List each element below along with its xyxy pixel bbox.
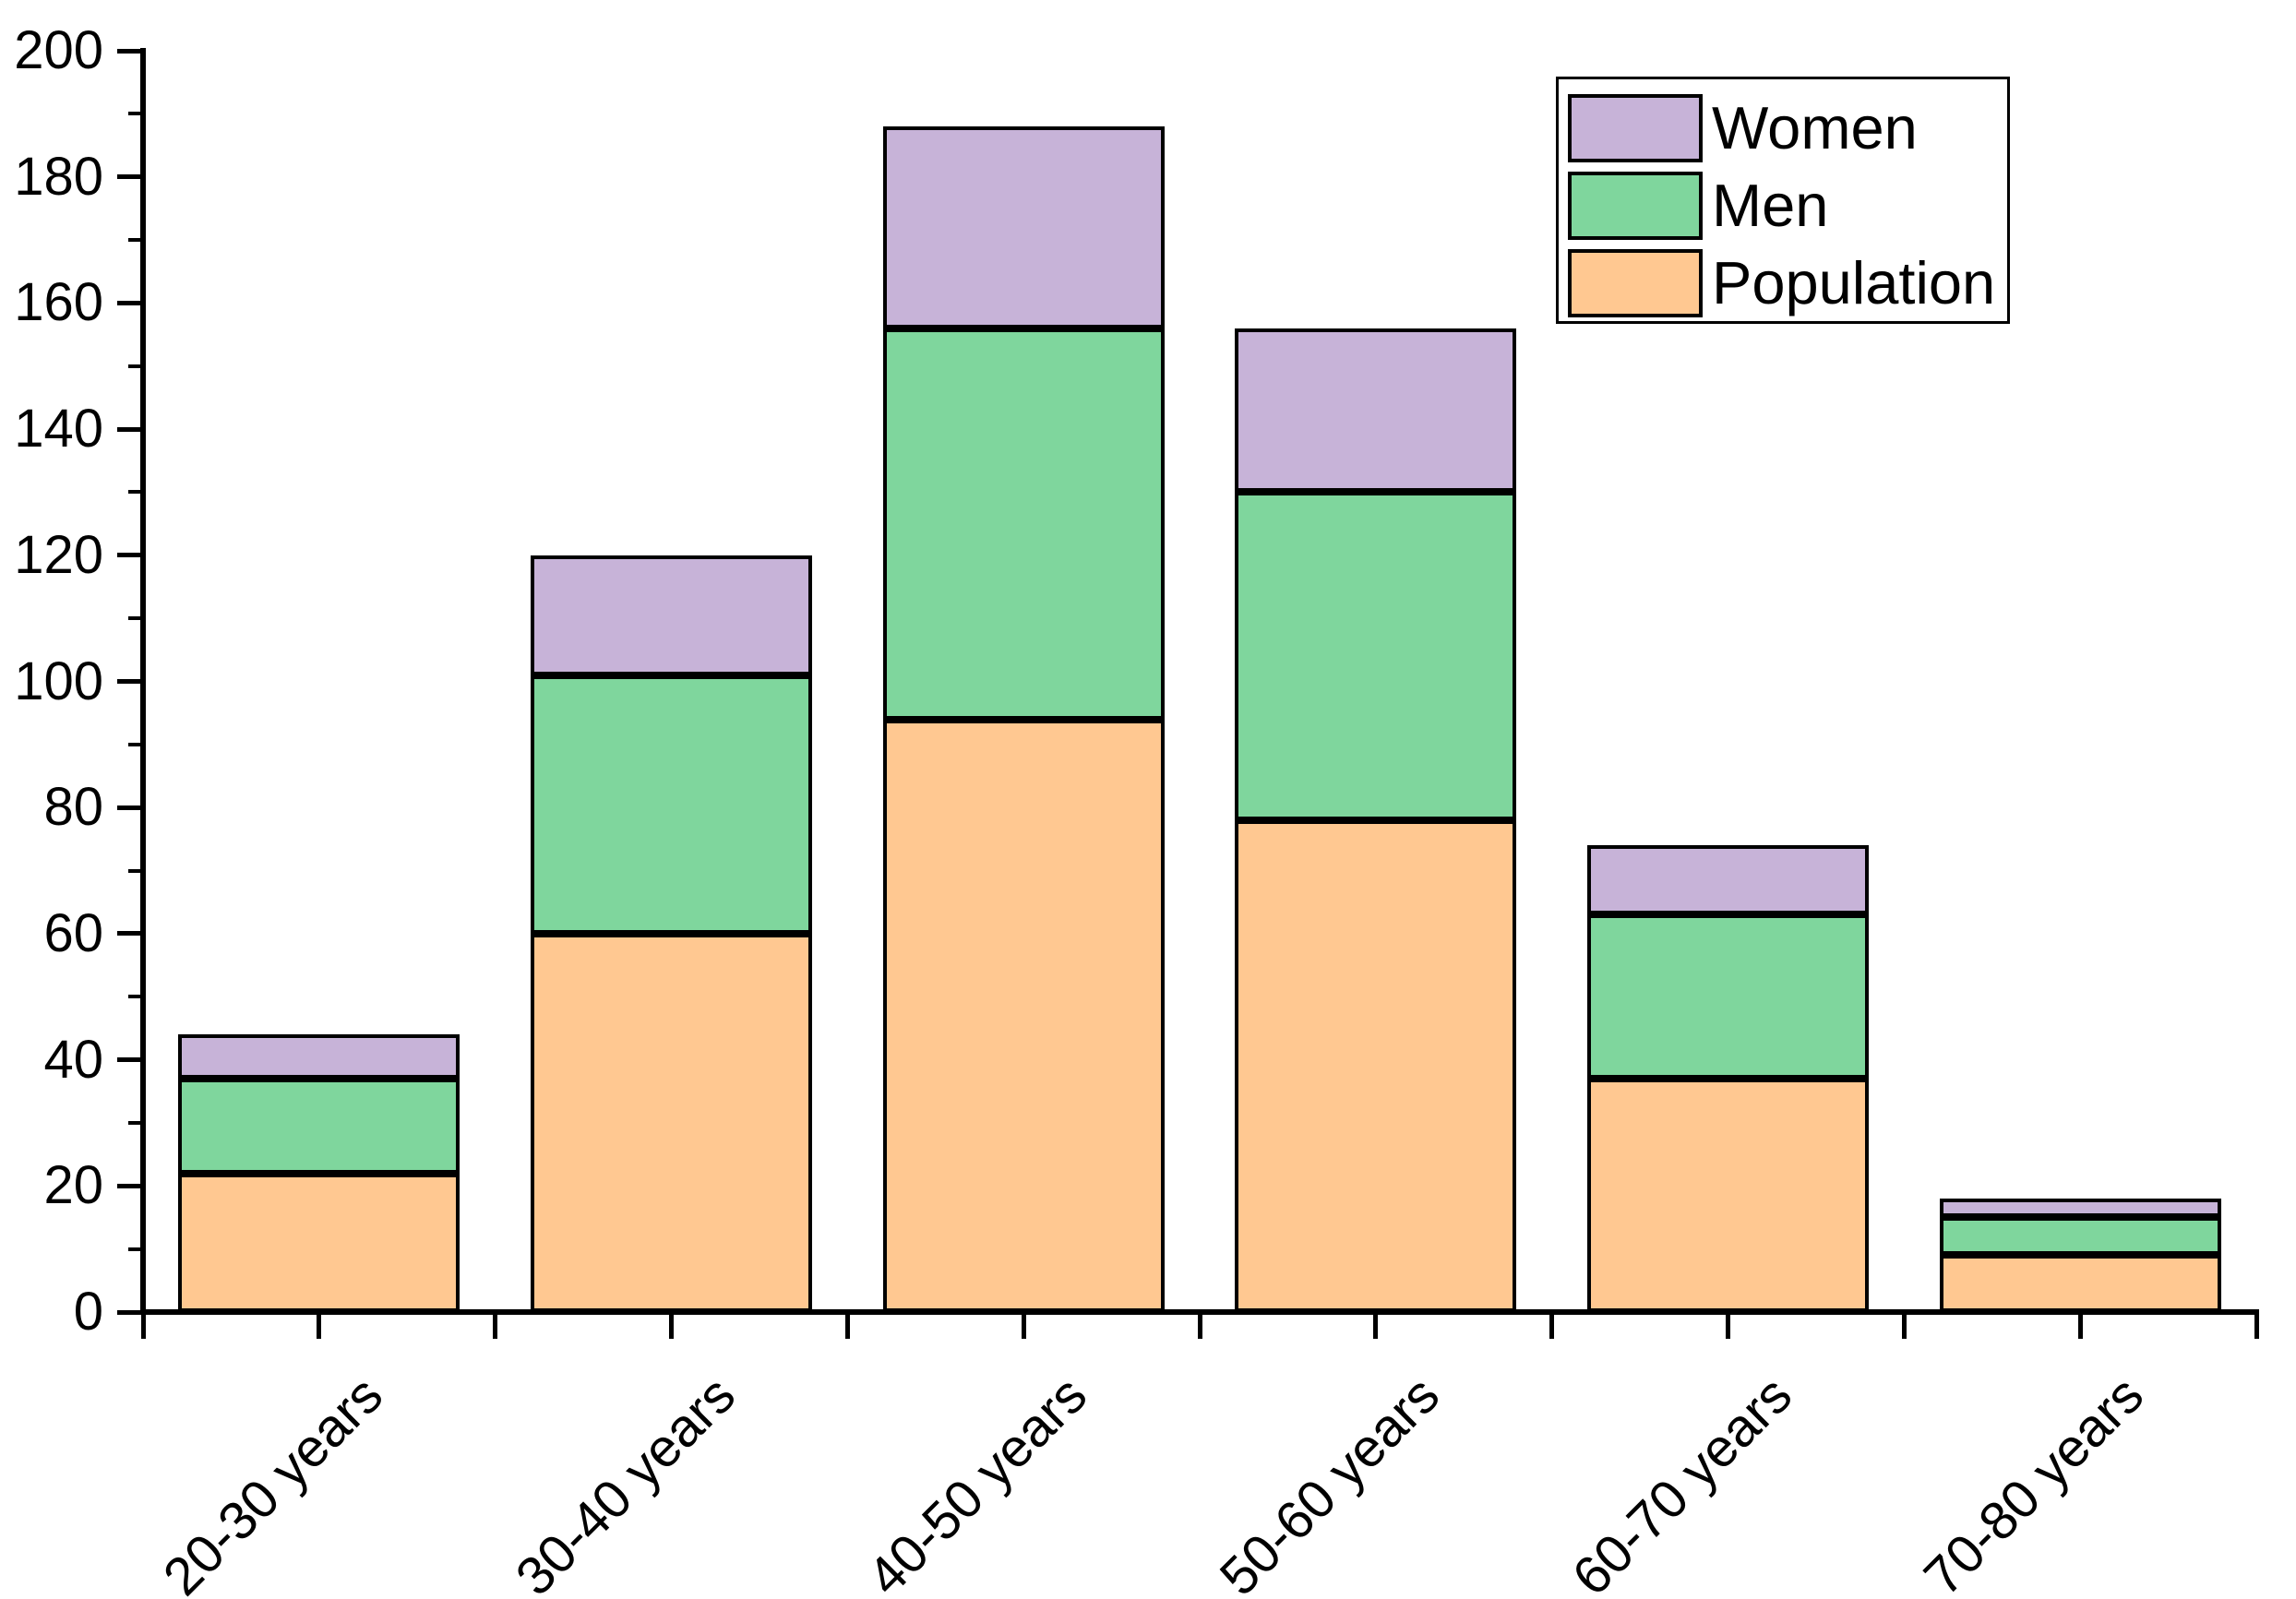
y-major-tick bbox=[117, 553, 143, 558]
x-tick bbox=[1373, 1315, 1379, 1339]
y-tick-label: 120 bbox=[14, 524, 103, 585]
bar-segment-women bbox=[178, 1034, 460, 1080]
y-tick-label: 60 bbox=[43, 902, 103, 963]
legend-item-men: Men bbox=[1559, 172, 2007, 240]
x-tick bbox=[1901, 1315, 1907, 1339]
y-axis-line bbox=[140, 48, 146, 1315]
y-minor-tick bbox=[128, 995, 143, 999]
x-tick bbox=[317, 1315, 322, 1339]
bar-segment-women bbox=[882, 126, 1165, 328]
legend-swatch-population-icon bbox=[1568, 249, 1703, 317]
y-minor-tick bbox=[128, 616, 143, 621]
y-major-tick bbox=[117, 48, 143, 54]
y-major-tick bbox=[117, 931, 143, 937]
bar-segment-women bbox=[1587, 845, 1869, 915]
x-tick bbox=[669, 1315, 674, 1339]
y-tick-label: 100 bbox=[14, 650, 103, 711]
y-minor-tick bbox=[128, 1120, 143, 1125]
y-tick-label: 200 bbox=[14, 20, 103, 80]
legend-label-men: Men bbox=[1712, 172, 1829, 239]
x-tick bbox=[2254, 1315, 2259, 1339]
y-major-tick bbox=[117, 1057, 143, 1063]
x-tick bbox=[493, 1315, 498, 1339]
y-minor-tick bbox=[128, 868, 143, 873]
bar-segment-population bbox=[1235, 819, 1517, 1312]
bar-segment-men bbox=[1939, 1217, 2221, 1256]
bar-segment-men bbox=[531, 674, 812, 934]
y-major-tick bbox=[117, 679, 143, 684]
bar-segment-population bbox=[1587, 1079, 1869, 1312]
x-axis-line bbox=[140, 1309, 2259, 1315]
y-major-tick bbox=[117, 1183, 143, 1188]
bar-segment-population bbox=[1939, 1255, 2221, 1312]
legend: Women Men Population bbox=[1556, 77, 2010, 324]
bar-segment-men bbox=[882, 328, 1165, 720]
y-tick-label: 0 bbox=[73, 1282, 103, 1342]
x-tick bbox=[1021, 1315, 1026, 1339]
y-major-tick bbox=[117, 174, 143, 180]
bar-segment-women bbox=[1939, 1198, 2221, 1218]
y-major-tick bbox=[117, 1309, 143, 1315]
y-major-tick bbox=[117, 805, 143, 810]
y-major-tick bbox=[117, 426, 143, 432]
bar-segment-population bbox=[178, 1173, 460, 1312]
x-tick bbox=[2077, 1315, 2083, 1339]
y-tick-label: 80 bbox=[43, 777, 103, 838]
y-tick-label: 40 bbox=[43, 1029, 103, 1090]
y-tick-label: 140 bbox=[14, 399, 103, 459]
y-minor-tick bbox=[128, 364, 143, 368]
bar-segment-women bbox=[1235, 328, 1517, 493]
bar-segment-population bbox=[531, 933, 812, 1312]
x-tick bbox=[844, 1315, 850, 1339]
y-tick-label: 160 bbox=[14, 272, 103, 333]
legend-item-women: Women bbox=[1559, 94, 2007, 162]
x-tick bbox=[140, 1315, 146, 1339]
legend-label-women: Women bbox=[1712, 94, 1918, 161]
y-tick-label: 20 bbox=[43, 1155, 103, 1216]
y-minor-tick bbox=[128, 742, 143, 746]
x-category-label: 20-30 years bbox=[151, 1365, 394, 1599]
bar-segment-men bbox=[1587, 914, 1869, 1080]
bar-segment-population bbox=[882, 719, 1165, 1312]
y-minor-tick bbox=[128, 238, 143, 243]
bar-segment-men bbox=[178, 1079, 460, 1174]
x-tick bbox=[1549, 1315, 1555, 1339]
legend-item-population: Population bbox=[1559, 249, 2007, 317]
bar-segment-women bbox=[531, 555, 812, 675]
x-tick bbox=[1726, 1315, 1730, 1339]
y-tick-label: 180 bbox=[14, 146, 103, 207]
y-major-tick bbox=[117, 300, 143, 305]
y-minor-tick bbox=[128, 112, 143, 116]
legend-swatch-women-icon bbox=[1568, 94, 1703, 162]
legend-label-population: Population bbox=[1712, 249, 1996, 316]
x-tick bbox=[1197, 1315, 1202, 1339]
bar-segment-men bbox=[1235, 492, 1517, 820]
y-minor-tick bbox=[128, 1247, 143, 1251]
y-minor-tick bbox=[128, 490, 143, 495]
legend-swatch-men-icon bbox=[1568, 172, 1703, 240]
